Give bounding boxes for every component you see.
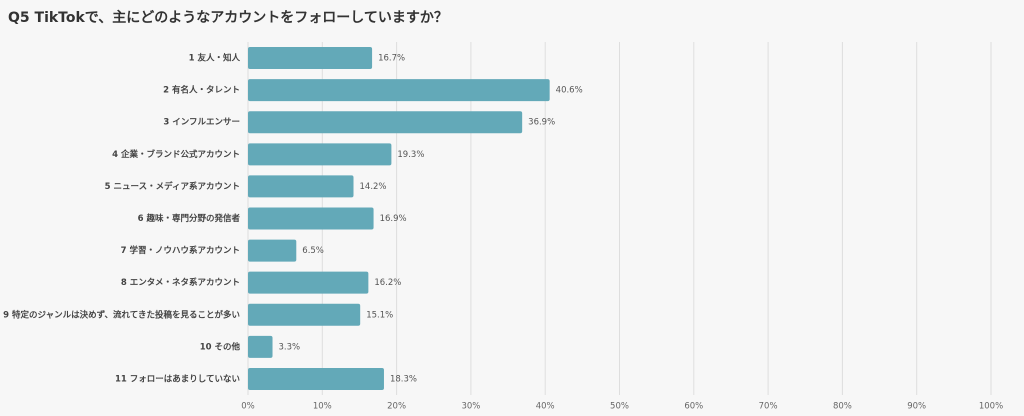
bar <box>248 111 523 134</box>
value-label: 15.1% <box>366 310 393 320</box>
chart-title: Q5 TikTokで、主にどのようなアカウントをフォローしていますか？ <box>8 9 448 26</box>
y-tick-label: 10 その他 <box>200 341 241 352</box>
y-tick-label: 6 趣味・専門分野の発信者 <box>138 213 241 224</box>
value-label: 6.5% <box>302 246 324 256</box>
bar <box>248 303 361 326</box>
value-label: 19.3% <box>397 150 424 160</box>
value-label: 36.9% <box>528 118 555 128</box>
x-tick-label: 70% <box>759 402 778 412</box>
y-tick-label: 2 有名人・タレント <box>163 85 240 96</box>
y-tick-label: 11 フォローはあまりしていない <box>115 374 240 384</box>
value-label: 40.6% <box>556 86 583 96</box>
bar <box>248 143 392 166</box>
bar <box>248 271 369 294</box>
value-label: 3.3% <box>279 342 301 352</box>
x-tick-label: 40% <box>536 402 555 412</box>
bar <box>248 335 273 358</box>
y-tick-label: 1 友人・知人 <box>189 53 241 64</box>
y-tick-label: 5 ニュース・メディア系アカウント <box>105 181 240 192</box>
y-tick-label: 7 学習・ノウハウ系アカウント <box>121 245 240 256</box>
x-tick-label: 80% <box>833 402 852 412</box>
x-tick-label: 20% <box>387 402 406 412</box>
value-label: 16.7% <box>378 54 405 64</box>
x-tick-label: 90% <box>907 402 926 412</box>
x-tick-label: 100% <box>979 402 1003 412</box>
bar <box>248 175 354 198</box>
value-label: 14.2% <box>360 182 387 192</box>
bar <box>248 79 550 102</box>
bar <box>248 207 374 230</box>
bar <box>248 239 297 262</box>
bar <box>248 367 384 390</box>
y-tick-label: 4 企業・ブランド公式アカウント <box>112 149 240 160</box>
x-tick-label: 30% <box>461 402 480 412</box>
x-tick-label: 50% <box>610 402 629 412</box>
bar <box>248 47 373 70</box>
x-tick-label: 0% <box>241 402 255 412</box>
x-tick-label: 10% <box>313 402 332 412</box>
y-tick-label: 3 インフルエンサー <box>163 118 240 128</box>
value-label: 16.2% <box>374 278 401 288</box>
y-tick-label: 9 特定のジャンルは決めず、流れてきた投稿を見ることが多い <box>3 309 240 320</box>
y-tick-label: 8 エンタメ・ネタ系アカウント <box>121 277 240 288</box>
value-label: 16.9% <box>380 214 407 224</box>
x-tick-label: 60% <box>684 402 703 412</box>
value-label: 18.3% <box>390 374 417 384</box>
